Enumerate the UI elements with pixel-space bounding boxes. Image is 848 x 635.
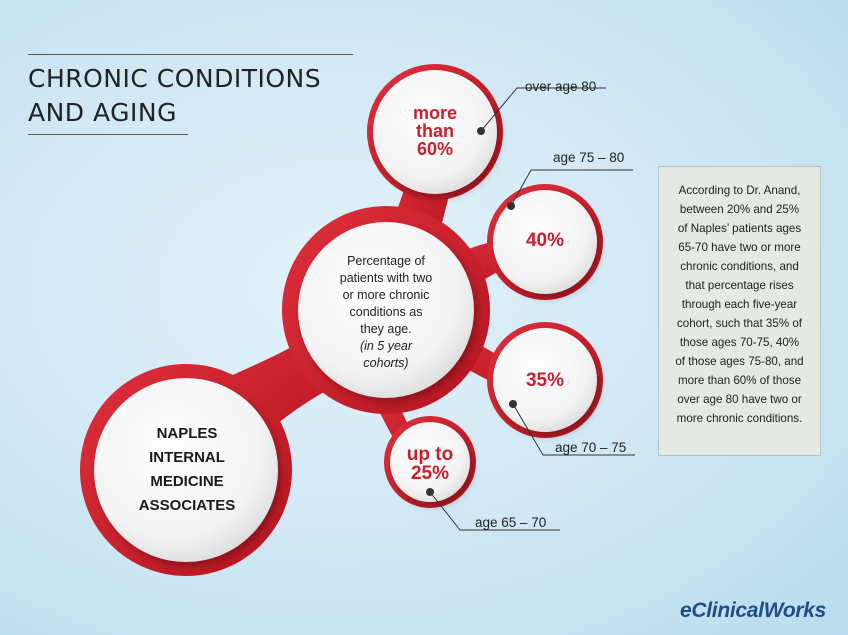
note-line: more chronic conditions.: [676, 412, 803, 425]
hub-disc: [298, 222, 474, 398]
cohort-65-70-value-line1: up to: [406, 444, 454, 465]
sidebar-note: According to Dr. Anand, between 20% and …: [658, 166, 821, 456]
title-line-2: AND AGING: [28, 98, 177, 127]
cohort-80-value: more than 60%: [395, 104, 475, 158]
callout-dots: [426, 127, 517, 496]
cohort-70-75-disc: [493, 328, 597, 432]
callout-75-80: age 75 – 80: [553, 150, 625, 165]
title-rule-bottom: [28, 134, 188, 135]
hub-label-line4: conditions as: [349, 305, 423, 319]
hub-label-line1: Percentage of: [347, 254, 425, 268]
note-line: of those ages 75-80, and: [675, 355, 804, 368]
hub-label-line2: patients with two: [339, 271, 433, 285]
cohort-80-disc: [373, 70, 497, 194]
note-line: over age 80 have two or: [677, 393, 802, 406]
organization-line4: ASSOCIATES: [138, 497, 236, 514]
organization-line3: MEDICINE: [150, 473, 224, 490]
note-line: of Naples’ patients ages: [677, 222, 802, 235]
organization-label: NAPLES INTERNAL MEDICINE ASSOCIATES: [112, 422, 262, 518]
callout-65-70: age 65 – 70: [475, 515, 547, 530]
callout-70-75: age 70 – 75: [555, 440, 627, 455]
page-title: CHRONIC CONDITIONS AND AGING: [28, 62, 321, 130]
cohort-80-value-line2: than: [416, 121, 454, 141]
cohort-70-75-value: 35%: [525, 370, 565, 391]
note-line: According to Dr. Anand,: [678, 184, 801, 197]
note-line: 65-70 have two or more: [678, 241, 801, 254]
hub-label-line3: or more chronic: [342, 288, 430, 302]
cohort-80-value-line1: more: [412, 103, 457, 123]
organization-line1: NAPLES: [156, 425, 218, 442]
cohort-65-70-value-line2: 25%: [410, 463, 450, 484]
hub-label-line5: they age.: [360, 322, 412, 336]
title-rule-top: [28, 54, 353, 55]
brand-logo: eClinicalWorks: [680, 599, 826, 622]
note-line: between 20% and 25%: [679, 203, 800, 216]
hub-label: Percentage of patients with two or more …: [310, 253, 462, 372]
cohort-75-80-disc: [493, 190, 597, 294]
callout-lines: [429, 87, 635, 531]
title-line-1: CHRONIC CONDITIONS: [28, 64, 322, 93]
organization-disc: [94, 378, 278, 562]
note-line: that percentage rises: [685, 279, 794, 292]
note-line: chronic conditions, and: [680, 260, 799, 273]
note-line: more than 60% of those: [677, 374, 802, 387]
note-line: cohort, such that 35% of: [676, 317, 803, 330]
note-line: those ages 70-75, 40%: [679, 336, 800, 349]
hub-note-line1: (in 5 year: [359, 339, 413, 353]
cohort-65-70-disc: [390, 422, 470, 502]
cohort-75-80-value: 40%: [525, 230, 565, 251]
cohort-80-value-line3: 60%: [416, 139, 454, 159]
callout-over-80: over age 80: [525, 79, 597, 94]
hub-note-line2: cohorts): [363, 356, 409, 370]
note-line: through each five-year: [681, 298, 798, 311]
cohort-65-70-value: up to 25%: [395, 445, 465, 483]
organization-line2: INTERNAL: [149, 449, 225, 466]
